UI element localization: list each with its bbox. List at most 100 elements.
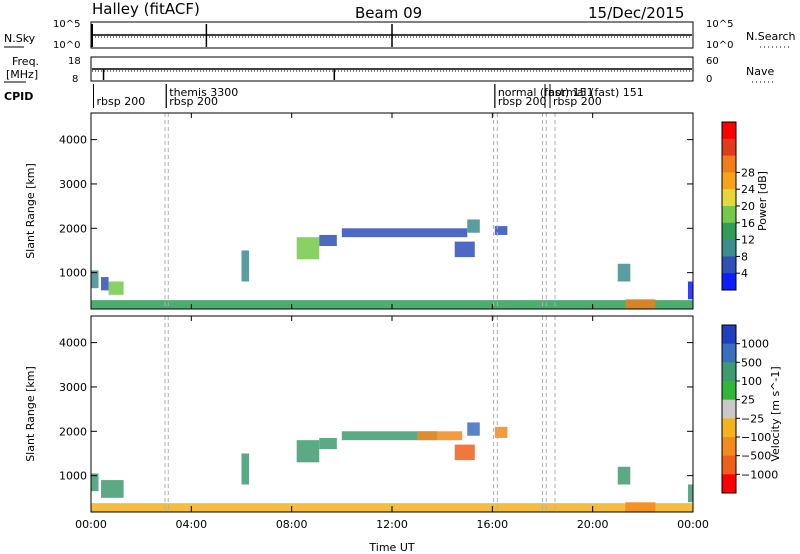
velocity-xlabel: Time UT	[368, 541, 414, 554]
echo-segment	[494, 426, 508, 438]
freq-trace	[92, 68, 692, 80]
echo-segment	[101, 277, 109, 291]
xtick-label: 08:00	[276, 518, 308, 531]
cpid-text: normal (fast) 151	[548, 86, 644, 99]
colorbar-swatch	[722, 325, 736, 345]
colorbar-swatch	[722, 437, 736, 457]
ytick-label: 1000	[59, 470, 87, 483]
velocity-yticks: 1000 2000 3000 4000	[59, 337, 693, 483]
velocity-xticks: 00:00 04:00 08:00 12:00 16:00 20:00 00:00	[75, 113, 709, 531]
ytick-label: 3000	[59, 178, 87, 191]
colorbar-swatch	[722, 172, 736, 190]
nsky-label: N.Sky	[4, 32, 36, 45]
colorbar-tick-label: −500	[741, 450, 771, 463]
colorbar-swatch	[722, 455, 736, 475]
xtick-label: 12:00	[376, 518, 408, 531]
power-colorbar: 4 8 12 16 20 24 28	[721, 121, 755, 291]
colorbar-swatch	[722, 399, 736, 419]
colorbar-swatch	[722, 222, 736, 241]
echo-segment	[101, 480, 124, 498]
echo-segment	[319, 437, 337, 450]
power-panel: 1000 2000 3000 4000 Slant Range [km] 4 8 12 16…	[24, 112, 769, 310]
echo-segment	[241, 453, 250, 485]
ytick-label: 4000	[59, 134, 87, 147]
colorbar-tick-label: −25	[741, 412, 764, 425]
cpid-text: normal (fast) 151	[498, 86, 594, 99]
colorbar-swatch	[722, 256, 736, 274]
echo-segment	[108, 281, 124, 295]
date-title: 15/Dec/2015	[588, 4, 684, 22]
cpid-text: rbsp 200	[97, 95, 146, 108]
xtick-label: 04:00	[175, 518, 207, 531]
nave-tick-bottom: 0	[706, 74, 712, 85]
echo-segment	[687, 484, 693, 503]
nsky-tick-top: 10^5	[53, 19, 80, 30]
colorbar-swatch	[722, 122, 736, 140]
colorbar-tick-label: 100	[741, 375, 762, 388]
colorbar-frame	[721, 324, 737, 494]
ytick-label: 1000	[59, 267, 87, 280]
echo-segment	[494, 226, 508, 235]
echo-segment	[625, 502, 656, 512]
velocity-ylabel: Slant Range [km]	[24, 366, 37, 462]
echo-segment	[617, 466, 631, 485]
nsky-tick-bottom: 10^0	[53, 40, 80, 51]
colorbar-swatch	[722, 362, 736, 382]
ytick-label: 4000	[59, 337, 87, 350]
freq-panel-frame	[90, 56, 694, 82]
echo-segment	[454, 444, 475, 461]
radar-title: Halley (fitACF)	[92, 0, 200, 18]
echo-segment	[91, 473, 99, 492]
echo-segment	[296, 237, 320, 260]
colorbar-tick-label: 12	[741, 234, 755, 247]
colorbar-tick-label: 4	[741, 267, 748, 280]
echo-segment	[241, 250, 250, 282]
colorbar-tick-label: 500	[741, 356, 762, 369]
ytick-label: 2000	[59, 222, 87, 235]
echo-segment	[319, 234, 337, 247]
cpid-text: rbsp 200	[169, 95, 218, 108]
velocity-panel: 1000 2000 3000 4000 00:00 04:00 08:00 12:00 16:…	[24, 113, 782, 554]
colorbar-tick-label: −100	[741, 431, 771, 444]
freq-tick-bottom: 8	[72, 74, 78, 85]
colorbar-tick-label: 8	[741, 250, 748, 263]
nsky-panel-frame	[90, 21, 694, 49]
power-yticks: 1000 2000 3000 4000	[59, 134, 693, 280]
nsearch-tick-top: 10^5	[706, 19, 733, 30]
colorbar-swatch	[722, 418, 736, 438]
cpid-text: themis 3300	[169, 86, 238, 99]
power-cpid-lines	[164, 113, 556, 309]
colorbar-swatch	[722, 343, 736, 363]
echo-segment	[687, 281, 693, 300]
colorbar-swatch	[722, 273, 736, 291]
echo-segment	[341, 431, 438, 441]
colorbar-swatch	[722, 138, 736, 157]
xtick-label: 00:00	[677, 518, 709, 531]
colorbar-tick-label: 25	[741, 394, 755, 407]
freq-label-line1: Freq.	[12, 55, 39, 68]
beam-title: Beam 09	[355, 4, 422, 22]
colorbar-tick-label: −1000	[741, 468, 778, 481]
echo-segment	[454, 241, 475, 258]
power-colorbar-label: Power [dB]	[756, 171, 769, 231]
echo-segment	[625, 299, 656, 309]
colorbar-tick-label: 1000	[741, 338, 769, 351]
colorbar-tick-label: 24	[741, 183, 755, 196]
echo-segment	[617, 263, 631, 282]
nave-tick-top: 60	[706, 56, 719, 67]
nsky-trace	[91, 24, 692, 47]
cpid-label: CPID	[4, 90, 33, 103]
cpid-text: rbsp 200	[498, 95, 547, 108]
nsearch-tick-bottom: 10^0	[706, 40, 733, 51]
velocity-plot-area	[91, 316, 693, 512]
echo-segment	[341, 228, 468, 238]
echo-segment	[296, 440, 320, 463]
colorbar-tick-label: 20	[741, 200, 755, 213]
echo-segment	[467, 219, 480, 233]
echo-segment	[467, 422, 480, 436]
colorbar-tick-label: 28	[741, 166, 755, 179]
ytick-label: 3000	[59, 381, 87, 394]
velocity-colorbar: 1000 500 100 25 −25 −100 −500 −1000	[721, 324, 778, 494]
xtick-label: 20:00	[577, 518, 609, 531]
